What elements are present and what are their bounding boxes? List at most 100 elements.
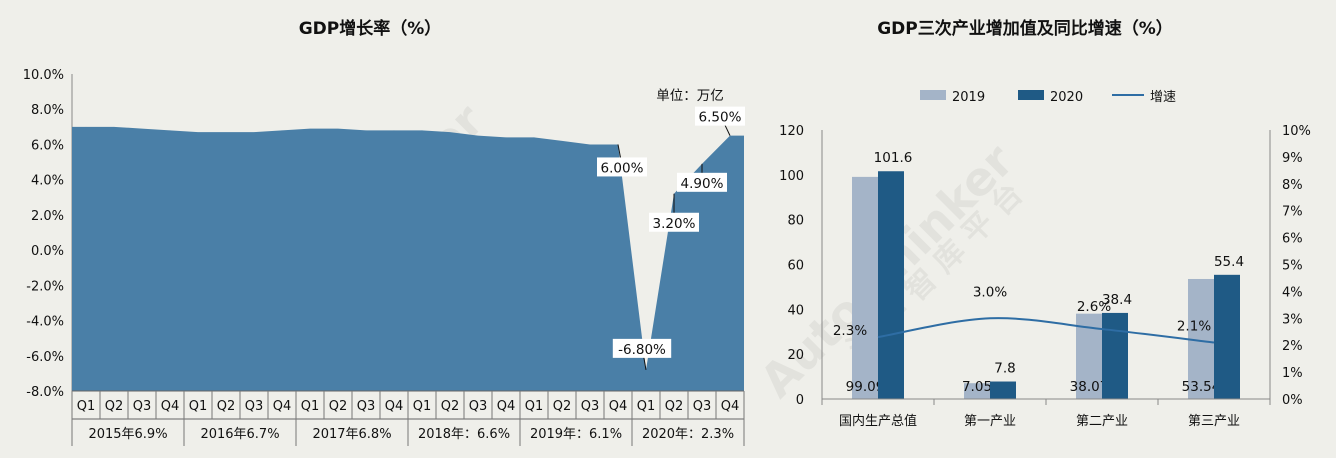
left-x-axis: Q1 Q2 Q3 Q4 Q1 Q2 Q3 Q4 Q1 Q2 Q3 Q4 Q1 Q2 Q3 Q4 Q1 Q2 Q3 Q4… bbox=[71, 390, 745, 446]
legend-swatch-2019 bbox=[920, 90, 946, 100]
right-x-axis: 国内生产总值 第一产业 第二产业 第三产业 bbox=[821, 398, 1271, 429]
left-unit-note: 单位：万亿 bbox=[656, 88, 724, 104]
left-y-tick-label: 4.0% bbox=[31, 174, 64, 189]
left-data-labels: 6.00% -6.80% 3.20% 4.90% 6.50% bbox=[597, 106, 745, 370]
left-data-label-box bbox=[677, 172, 727, 192]
legend-label-2020: 2020 bbox=[1050, 90, 1083, 105]
right-right-tick-label: 2% bbox=[1282, 339, 1303, 354]
left-quarter-label: Q4 bbox=[609, 399, 628, 414]
growth-line bbox=[877, 317, 1215, 344]
right-right-tick-label: 9% bbox=[1282, 151, 1303, 166]
legend-swatch-2020 bbox=[1018, 90, 1044, 100]
right-left-tick-label: 40 bbox=[787, 303, 804, 318]
right-y-axis-left: 120 100 80 60 40 20 0 bbox=[779, 124, 823, 408]
right-right-tick-label: 5% bbox=[1282, 259, 1303, 274]
left-quarter-label: Q1 bbox=[77, 399, 96, 414]
left-y-axis: 10.0% 8.0% 6.0% 4.0% 2.0% 0.0% -2.0% -4.0% -6.0%… bbox=[23, 68, 73, 400]
left-data-label: 3.20% bbox=[653, 216, 696, 232]
left-quarter-label: Q3 bbox=[133, 399, 152, 414]
left-quarter-label: Q2 bbox=[217, 399, 236, 414]
right-left-tick-label: 0 bbox=[796, 393, 804, 408]
right-y-axis-right: 10% 9% 8% 7% 6% 5% 4% 3% 2% 1% 0% bbox=[1269, 124, 1311, 408]
left-data-label: 6.00% bbox=[601, 160, 644, 176]
right-category-label: 第二产业 bbox=[1076, 414, 1128, 429]
right-category-label: 第三产业 bbox=[1188, 414, 1240, 429]
left-area-series bbox=[72, 126, 744, 391]
left-year-label: 2017年6.8% bbox=[312, 427, 391, 442]
right-legend: 2019 2020 增速 bbox=[920, 90, 1176, 105]
right-right-tick-label: 0% bbox=[1282, 393, 1303, 408]
growth-label: 2.6% bbox=[1077, 299, 1111, 315]
left-y-tick-label: 10.0% bbox=[23, 68, 64, 83]
bar-label-2019: 99.09 bbox=[846, 379, 885, 395]
right-left-tick-label: 100 bbox=[779, 169, 804, 184]
left-y-tick-label: 6.0% bbox=[31, 138, 64, 153]
growth-label: 2.1% bbox=[1177, 319, 1211, 335]
left-quarter-label: Q3 bbox=[245, 399, 264, 414]
left-quarter-label: Q3 bbox=[581, 399, 600, 414]
left-quarter-label: Q1 bbox=[301, 399, 320, 414]
left-quarter-label: Q1 bbox=[637, 399, 656, 414]
right-right-tick-label: 7% bbox=[1282, 205, 1303, 220]
left-year-label: 2018年：6.6% bbox=[418, 427, 510, 442]
bar-2019 bbox=[852, 176, 878, 399]
left-y-tick-label: -8.0% bbox=[26, 385, 64, 400]
bar-2020 bbox=[878, 171, 904, 399]
left-quarter-label: Q1 bbox=[525, 399, 544, 414]
left-y-tick-label: -4.0% bbox=[26, 315, 64, 330]
bar-2019 bbox=[964, 383, 990, 399]
right-bar-series: 99.09 7.05 38.07 53.54 101.6 7.8 38.4 55.4 bbox=[846, 150, 1244, 399]
right-right-tick-label: 6% bbox=[1282, 232, 1303, 247]
left-y-tick-label: -6.0% bbox=[26, 350, 64, 365]
left-quarter-label: Q2 bbox=[105, 399, 124, 414]
left-year-label: 2015年6.9% bbox=[88, 427, 167, 442]
left-chart-title: GDP增长率（%） bbox=[299, 18, 442, 39]
left-quarter-label: Q1 bbox=[413, 399, 432, 414]
left-y-tick-label: -2.0% bbox=[26, 279, 64, 294]
right-left-tick-label: 20 bbox=[787, 348, 804, 363]
right-left-tick-label: 60 bbox=[787, 259, 804, 274]
left-quarter-label: Q4 bbox=[721, 399, 740, 414]
right-category-label: 国内生产总值 bbox=[839, 413, 917, 429]
left-quarter-label: Q2 bbox=[665, 399, 684, 414]
left-year-label: 2016年6.7% bbox=[200, 427, 279, 442]
left-year-label: 2019年：6.1% bbox=[530, 427, 622, 442]
left-quarter-label: Q3 bbox=[357, 399, 376, 414]
left-data-label: -6.80% bbox=[618, 342, 666, 358]
right-left-tick-label: 80 bbox=[787, 214, 804, 229]
left-data-label-box bbox=[649, 212, 699, 232]
growth-label: 2.3% bbox=[833, 323, 867, 339]
bar-label-2020: 101.6 bbox=[874, 150, 913, 166]
legend-label-2019: 2019 bbox=[952, 90, 985, 105]
left-quarter-label: Q4 bbox=[497, 399, 516, 414]
left-quarter-label: Q3 bbox=[693, 399, 712, 414]
right-right-tick-label: 8% bbox=[1282, 178, 1303, 193]
right-line-series: 2.3% 3.0% 2.6% 2.1% bbox=[833, 284, 1215, 344]
left-quarter-label: Q1 bbox=[189, 399, 208, 414]
left-y-tick-label: 2.0% bbox=[31, 209, 64, 224]
left-quarter-label: Q3 bbox=[469, 399, 488, 414]
right-category-label: 第一产业 bbox=[964, 414, 1016, 429]
left-area-fill bbox=[72, 126, 744, 391]
bar-label-2020: 7.8 bbox=[994, 361, 1015, 377]
bar-label-2019: 53.54 bbox=[1182, 379, 1221, 395]
right-right-tick-label: 4% bbox=[1282, 285, 1303, 300]
left-data-label: 6.50% bbox=[699, 110, 742, 126]
bar-2020 bbox=[990, 381, 1016, 399]
bar-label-2020: 38.4 bbox=[1102, 292, 1132, 308]
left-data-label-box bbox=[612, 338, 672, 358]
left-data-label-box bbox=[695, 106, 745, 126]
right-right-tick-label: 1% bbox=[1282, 366, 1303, 381]
bar-label-2020: 55.4 bbox=[1214, 254, 1244, 270]
right-chart-title: GDP三次产业增加值及同比增速（%） bbox=[877, 18, 1173, 39]
left-y-tick-label: 8.0% bbox=[31, 103, 64, 118]
bar-2020 bbox=[1102, 312, 1128, 399]
left-year-label: 2020年：2.3% bbox=[642, 427, 734, 442]
right-right-tick-label: 10% bbox=[1282, 124, 1311, 139]
left-quarter-label: Q4 bbox=[161, 399, 180, 414]
legend-label-growth: 增速 bbox=[1150, 90, 1176, 105]
bar-label-2019: 7.05 bbox=[962, 379, 992, 395]
left-y-tick-label: 0.0% bbox=[31, 244, 64, 259]
left-data-label: 4.90% bbox=[681, 176, 724, 192]
